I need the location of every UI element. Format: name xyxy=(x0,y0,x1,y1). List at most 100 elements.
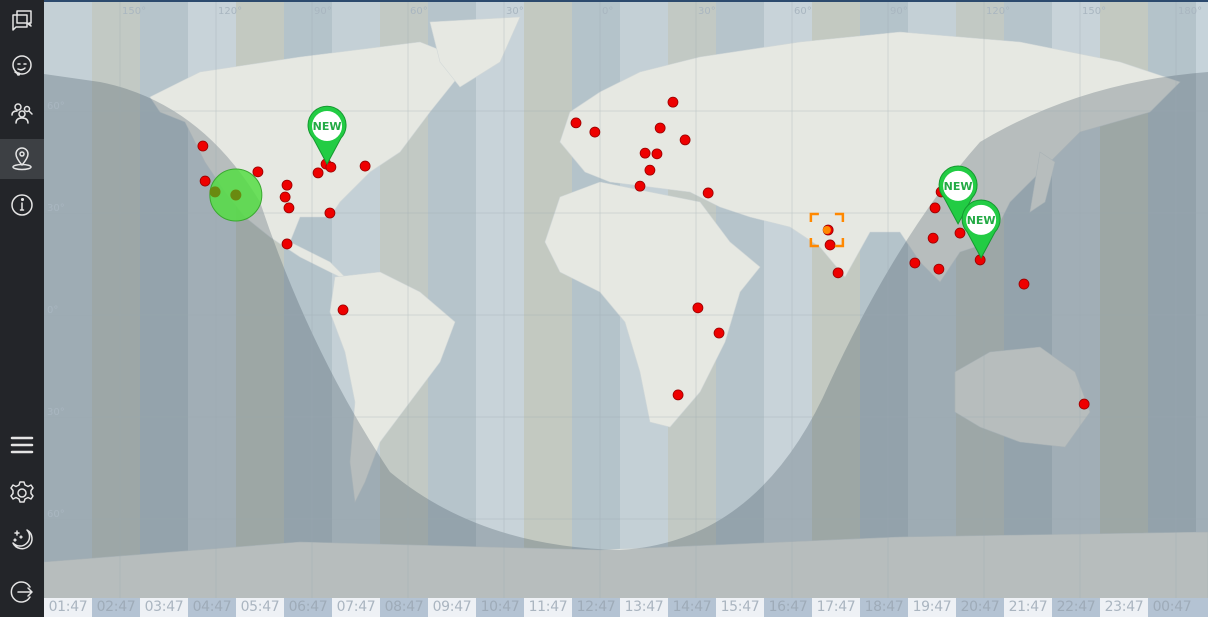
cluster-member-dot xyxy=(209,186,221,198)
support-headset-icon xyxy=(12,55,32,76)
latitude-label: 0° xyxy=(47,305,58,316)
menu-icon xyxy=(10,436,34,454)
longitude-label: 180° xyxy=(1178,6,1202,17)
gear-icon xyxy=(10,481,34,503)
new-visitor-pin[interactable]: NEW xyxy=(938,165,978,225)
new-pin-label: NEW xyxy=(967,214,996,227)
sidebar-item-map[interactable] xyxy=(0,139,44,179)
sidebar-item-visitors[interactable] xyxy=(0,93,44,133)
timezone-time-label: 07:47 xyxy=(332,598,380,617)
map-canvas[interactable]: 150° 120° 90° 60° 30° 0° 30° 60° 90° 120° 150° 180°… xyxy=(44,2,1208,617)
visitor-dot[interactable] xyxy=(672,389,684,401)
longitude-label: 30° xyxy=(506,6,524,17)
visitor-dot[interactable] xyxy=(824,239,836,251)
visitor-dot[interactable] xyxy=(644,164,656,176)
menu-button[interactable] xyxy=(0,425,44,465)
timezone-time-label: 18:47 xyxy=(864,599,904,615)
longitude-label: 60° xyxy=(794,6,812,17)
timezone-time-label: 04:47 xyxy=(192,599,232,615)
timezone-time-label: 00:47 xyxy=(1152,599,1192,615)
sidebar-item-info[interactable] xyxy=(0,185,44,225)
visitor-dot[interactable] xyxy=(929,202,941,214)
timezone-time-bar: 01:47 02:47 03:47 04:47 05:47 06:47 07:47 08:47… xyxy=(44,598,1208,617)
continents xyxy=(44,16,1208,603)
visitor-dot[interactable] xyxy=(252,166,264,178)
visitor-dot[interactable] xyxy=(279,191,291,203)
visitor-dot[interactable] xyxy=(281,179,293,191)
visitor-dot[interactable] xyxy=(954,227,966,239)
timezone-band xyxy=(524,2,572,602)
visitor-dot[interactable] xyxy=(634,180,646,192)
visitor-dot[interactable] xyxy=(197,140,209,152)
logout-icon xyxy=(10,581,33,603)
night-shade xyxy=(44,72,1208,602)
longitude-label: 90° xyxy=(890,6,908,17)
latitude-label: 30° xyxy=(47,203,65,214)
night-mode-button[interactable] xyxy=(0,520,44,560)
visitor-dot[interactable] xyxy=(324,207,336,219)
visitor-dot[interactable] xyxy=(199,175,211,187)
visitor-dot[interactable] xyxy=(283,202,295,214)
visitor-dot[interactable] xyxy=(312,167,324,179)
sidebar-item-chats[interactable] xyxy=(0,0,44,40)
visitor-dot[interactable] xyxy=(909,257,921,269)
visitor-dot[interactable] xyxy=(654,122,666,134)
visitor-dot[interactable] xyxy=(325,161,337,173)
timezone-time-label: 22:47 xyxy=(1056,599,1096,615)
settings-button[interactable] xyxy=(0,473,44,513)
africa xyxy=(544,181,761,428)
longitude-label: 150° xyxy=(1082,6,1106,17)
japan xyxy=(1029,151,1056,213)
visitor-dot[interactable] xyxy=(713,327,725,339)
timezone-time-label: 21:47 xyxy=(1004,598,1052,617)
info-icon xyxy=(11,194,33,216)
visitor-dot[interactable] xyxy=(651,148,663,160)
visitor-dot[interactable] xyxy=(589,126,601,138)
longitude-label: 120° xyxy=(218,6,242,17)
visitor-dot[interactable] xyxy=(933,263,945,275)
timezone-time-label: 10:47 xyxy=(480,599,520,615)
visitor-dot[interactable] xyxy=(337,304,349,316)
cluster-member-dot xyxy=(230,189,242,201)
timezone-time-label: 05:47 xyxy=(236,598,284,617)
new-pin-label: NEW xyxy=(313,120,342,133)
timezone-time-label: 11:47 xyxy=(524,598,572,617)
longitude-label: 60° xyxy=(410,6,428,17)
longitude-label: 90° xyxy=(314,6,332,17)
visitor-dot[interactable] xyxy=(702,187,714,199)
visitor-dot[interactable] xyxy=(281,238,293,250)
visitor-dot[interactable] xyxy=(692,302,704,314)
longitude-label: 0° xyxy=(602,6,613,17)
visitor-dot[interactable] xyxy=(667,96,679,108)
visitor-dot[interactable] xyxy=(1018,278,1030,290)
visitor-dot[interactable] xyxy=(679,134,691,146)
timezone-time-label: 09:47 xyxy=(428,598,476,617)
latitude-label: 60° xyxy=(47,101,65,112)
visitor-dot[interactable] xyxy=(927,232,939,244)
longitude-label: 30° xyxy=(698,6,716,17)
visitor-dot[interactable] xyxy=(570,117,582,129)
visitor-dot[interactable] xyxy=(1078,398,1090,410)
timezone-time-label: 12:47 xyxy=(576,599,616,615)
sidebar xyxy=(0,0,44,617)
visitor-dot[interactable] xyxy=(832,267,844,279)
timezone-time-label: 19:47 xyxy=(908,598,956,617)
world-map[interactable]: 150° 120° 90° 60° 30° 0° 30° 60° 90° 120° 150° 180°… xyxy=(44,0,1208,617)
south-america xyxy=(329,271,456,504)
logout-button[interactable] xyxy=(0,572,44,612)
sidebar-item-support[interactable] xyxy=(0,46,44,86)
timezone-time-label: 14:47 xyxy=(672,599,712,615)
visitor-dot[interactable] xyxy=(639,147,651,159)
visitor-dot[interactable] xyxy=(359,160,371,172)
timezone-time-label: 06:47 xyxy=(288,599,328,615)
latitude-label: 30° xyxy=(47,407,65,418)
night-mode-icon xyxy=(12,529,33,550)
new-pin-label: NEW xyxy=(944,180,973,193)
new-visitor-pin[interactable]: NEW xyxy=(961,199,1001,259)
timezone-time-label: 20:47 xyxy=(960,599,1000,615)
timezone-time-label: 16:47 xyxy=(768,599,808,615)
selected-target-icon[interactable] xyxy=(809,212,845,248)
australia xyxy=(954,346,1091,448)
greenland xyxy=(429,16,521,88)
new-visitor-pin[interactable]: NEW xyxy=(307,105,347,166)
